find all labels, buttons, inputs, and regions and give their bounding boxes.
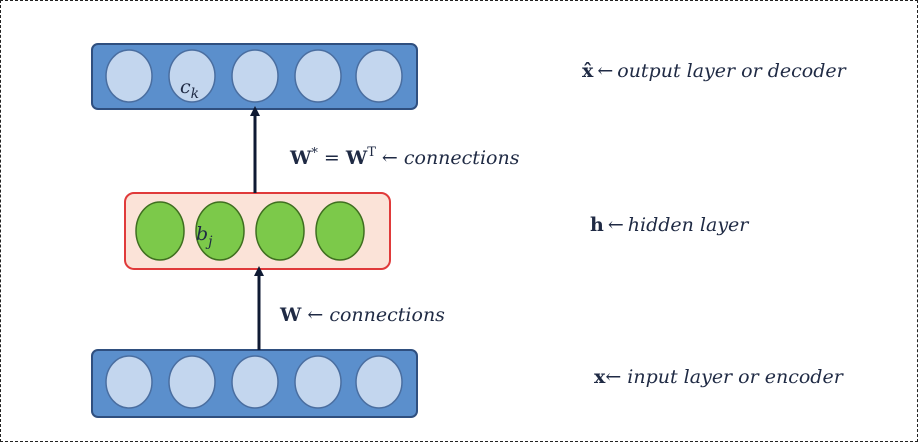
input-node	[168, 355, 216, 409]
input-node	[105, 355, 153, 409]
hidden-node	[255, 201, 305, 261]
output-layer-label: x̂ ← output layer or decoder	[582, 60, 848, 82]
hidden-node	[135, 201, 185, 261]
upper-connection-label: W* = WT ← connections	[289, 145, 520, 169]
output-layer: ck	[91, 43, 418, 110]
output-node-label: ck	[180, 76, 199, 102]
hidden-node	[315, 201, 365, 261]
input-node	[294, 355, 342, 409]
output-node	[105, 49, 153, 103]
input-node	[231, 355, 279, 409]
input-layer	[91, 349, 418, 418]
hidden-layer-label: h ← hidden layer	[590, 214, 750, 236]
output-node	[294, 49, 342, 103]
input-layer-label: x← input layer or encoder	[594, 366, 845, 388]
hidden-node-label: bj	[196, 223, 213, 250]
output-node	[168, 49, 216, 103]
output-node	[231, 49, 279, 103]
input-node	[355, 355, 403, 409]
hidden-layer: bj	[124, 192, 391, 270]
output-node	[355, 49, 403, 103]
hidden-node	[195, 201, 245, 261]
lower-connection-label: W ← connections	[279, 304, 445, 326]
